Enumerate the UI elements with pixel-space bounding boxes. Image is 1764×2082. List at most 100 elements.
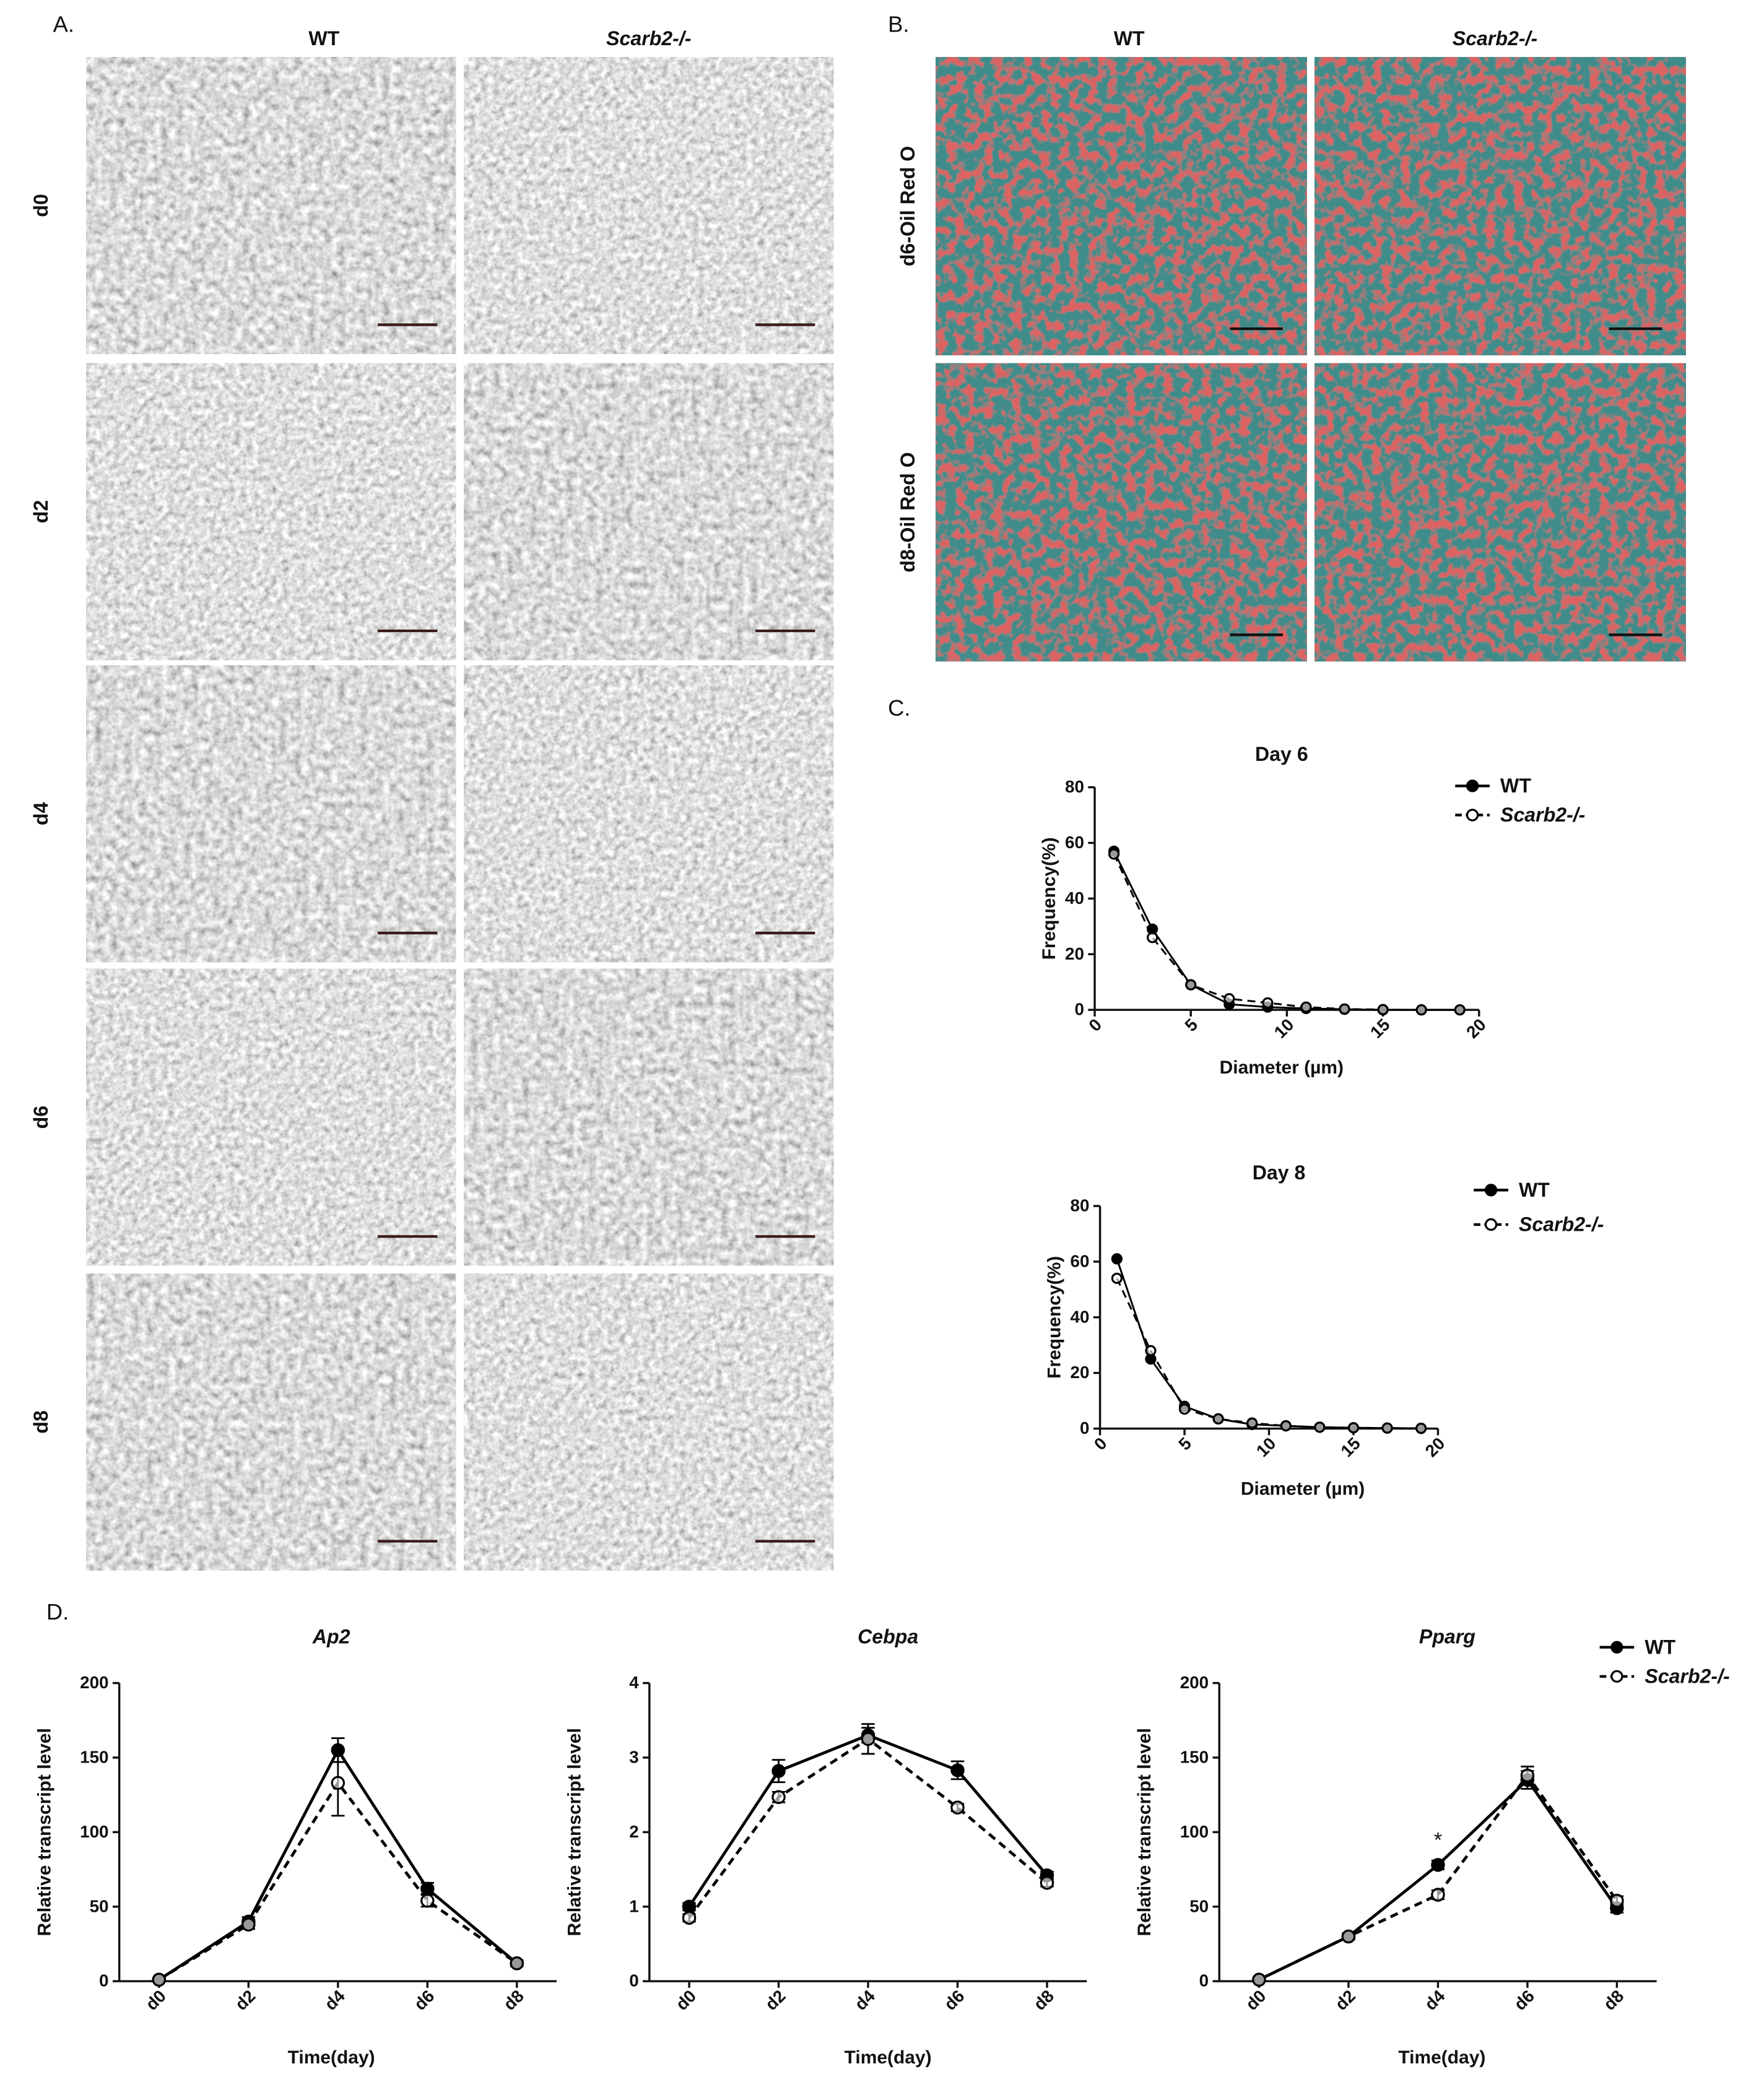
micrograph xyxy=(464,665,834,963)
y-axis-label: Relative transcript level xyxy=(1134,1728,1155,1936)
series-line xyxy=(688,1733,1048,1908)
micrograph xyxy=(86,665,456,963)
data-point xyxy=(1415,1004,1427,1016)
y-tick-label: 80 xyxy=(1065,777,1084,796)
x-tick-label: 10 xyxy=(1271,1015,1298,1042)
data-point xyxy=(331,1776,345,1790)
x-tick-label: 15 xyxy=(1366,1015,1394,1042)
legend-label: Scarb2-/- xyxy=(1645,1665,1729,1688)
x-axis-label: Time(day) xyxy=(1398,2047,1485,2068)
data-point xyxy=(682,1899,697,1914)
legend-marker xyxy=(1466,779,1479,792)
series-line xyxy=(1116,1258,1422,1429)
y-axis-label: Frequency(%) xyxy=(1044,1256,1064,1379)
x-tick-label: d2 xyxy=(762,1986,789,2014)
legend-marker xyxy=(1610,1670,1623,1683)
x-tick-label: d8 xyxy=(1030,1986,1058,2014)
data-point xyxy=(1347,1422,1360,1434)
legend-label: WT xyxy=(1645,1636,1675,1658)
x-axis-label: Time(day) xyxy=(288,2047,375,2068)
y-tick-label: 150 xyxy=(80,1748,108,1767)
panel-label: C. xyxy=(888,695,910,721)
series-line xyxy=(1113,853,1460,1011)
data-point xyxy=(1111,1272,1123,1284)
data-point xyxy=(1223,993,1235,1005)
micrograph xyxy=(464,363,834,661)
x-tick-label: d2 xyxy=(1331,1986,1359,2014)
data-point xyxy=(1185,979,1197,991)
row-header: d4 xyxy=(30,802,52,826)
data-point xyxy=(1341,1929,1356,1944)
data-point xyxy=(1212,1413,1224,1425)
x-axis-label: Diameter (µm) xyxy=(1241,1479,1365,1499)
data-point xyxy=(420,1893,435,1908)
x-axis-label: Diameter (µm) xyxy=(1220,1057,1344,1078)
data-point xyxy=(1262,997,1274,1009)
legend-label: WT xyxy=(1519,1179,1550,1201)
micrograph xyxy=(464,968,834,1266)
stained-image xyxy=(936,57,1307,355)
data-point xyxy=(1145,1345,1157,1356)
y-tick-label: 80 xyxy=(1071,1196,1090,1215)
column-header: WT xyxy=(1114,27,1145,50)
data-point xyxy=(1252,1972,1266,1987)
data-point xyxy=(241,1917,256,1932)
legend-label: Scarb2-/- xyxy=(1500,804,1585,826)
chart-title: Cebpa xyxy=(858,1625,918,1647)
chart-title: Pparg xyxy=(1419,1625,1475,1647)
chart-title: Day 6 xyxy=(1255,743,1308,765)
data-point xyxy=(1314,1421,1326,1433)
data-point xyxy=(771,1764,786,1778)
y-tick-label: 50 xyxy=(1189,1896,1209,1915)
data-point xyxy=(1339,1003,1350,1015)
y-tick-label: 200 xyxy=(80,1673,108,1692)
x-axis-label: Time(day) xyxy=(845,2047,932,2068)
micrograph xyxy=(464,57,834,354)
y-tick-label: 40 xyxy=(1065,888,1084,908)
chart-title: Ap2 xyxy=(312,1625,350,1647)
series-line xyxy=(1113,851,1460,1011)
micrograph xyxy=(86,968,456,1266)
data-point xyxy=(1147,932,1158,943)
data-point xyxy=(1415,1423,1427,1434)
data-point xyxy=(1610,1893,1624,1908)
legend-label: WT xyxy=(1500,774,1531,797)
x-tick-label: 0 xyxy=(1085,1015,1105,1035)
panel-label: A. xyxy=(53,12,74,37)
x-tick-label: d0 xyxy=(142,1986,170,2014)
y-axis-label: Relative transcript level xyxy=(565,1728,585,1936)
column-header: WT xyxy=(308,27,339,50)
data-point xyxy=(1111,1253,1123,1265)
y-tick-label: 100 xyxy=(80,1822,108,1841)
data-point xyxy=(1377,1004,1389,1015)
data-point xyxy=(1431,1858,1445,1872)
y-tick-label: 0 xyxy=(1199,1971,1209,1990)
data-point xyxy=(1246,1417,1258,1429)
y-tick-label: 0 xyxy=(99,1971,108,1990)
data-point xyxy=(1431,1888,1445,1902)
y-tick-label: 60 xyxy=(1065,833,1084,852)
micrograph xyxy=(86,1273,456,1571)
x-tick-label: 5 xyxy=(1181,1015,1201,1035)
row-header: d6 xyxy=(30,1106,52,1129)
x-tick-label: d4 xyxy=(1421,1986,1449,2014)
data-point xyxy=(1108,848,1120,860)
y-tick-label: 0 xyxy=(629,1971,638,1990)
y-tick-label: 2 xyxy=(629,1822,638,1841)
x-tick-label: 15 xyxy=(1337,1434,1364,1461)
y-tick-label: 0 xyxy=(1080,1418,1089,1438)
series-line xyxy=(1258,1772,1618,1981)
legend-marker xyxy=(1610,1641,1623,1654)
x-tick-label: 10 xyxy=(1253,1434,1280,1461)
y-tick-label: 150 xyxy=(1180,1748,1209,1767)
y-tick-label: 50 xyxy=(90,1896,109,1915)
y-axis-label: Relative transcript level xyxy=(34,1728,54,1936)
x-tick-label: 20 xyxy=(1422,1434,1449,1461)
data-point xyxy=(1040,1876,1054,1890)
y-tick-label: 60 xyxy=(1071,1251,1090,1270)
micrograph xyxy=(464,1273,834,1571)
x-tick-label: d8 xyxy=(500,1986,528,2014)
data-point xyxy=(1300,1001,1312,1013)
y-tick-label: 20 xyxy=(1071,1363,1090,1382)
